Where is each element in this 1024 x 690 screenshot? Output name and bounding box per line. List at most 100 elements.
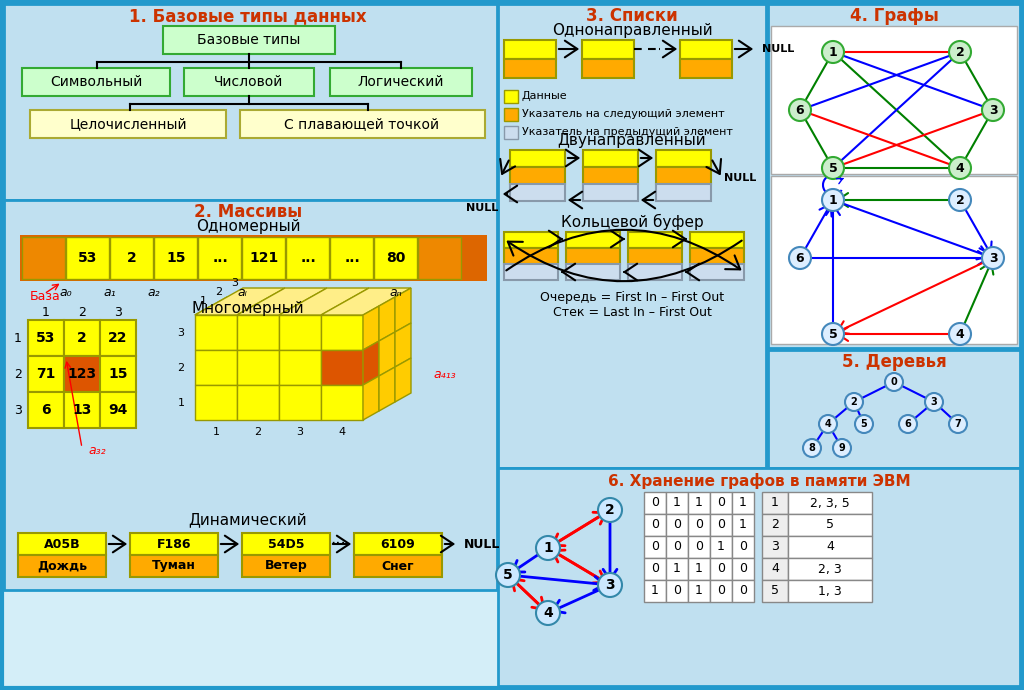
- Bar: [762, 536, 788, 558]
- Polygon shape: [321, 306, 379, 315]
- Polygon shape: [379, 297, 395, 341]
- Bar: [788, 514, 872, 536]
- Bar: [644, 514, 666, 536]
- Text: Указатель на следующий элемент: Указатель на следующий элемент: [522, 109, 725, 119]
- Bar: [582, 59, 634, 78]
- Text: 1: 1: [14, 331, 22, 344]
- Text: 5: 5: [826, 518, 834, 531]
- Circle shape: [833, 439, 851, 457]
- Polygon shape: [195, 306, 253, 315]
- Bar: [154, 237, 197, 279]
- Circle shape: [822, 157, 844, 179]
- Text: 1: 1: [739, 518, 746, 531]
- Bar: [18, 533, 106, 555]
- Text: 0: 0: [891, 377, 897, 387]
- Text: 1: 1: [673, 562, 681, 575]
- Text: ...: ...: [344, 251, 359, 265]
- Text: 2: 2: [215, 287, 222, 297]
- Bar: [504, 264, 558, 280]
- Bar: [690, 248, 744, 264]
- Bar: [504, 59, 556, 78]
- Bar: [110, 237, 153, 279]
- Polygon shape: [362, 376, 379, 420]
- Text: Логический: Логический: [357, 75, 444, 89]
- Text: 4: 4: [771, 562, 779, 575]
- Bar: [566, 248, 620, 264]
- Bar: [710, 492, 732, 514]
- Text: 2: 2: [177, 363, 184, 373]
- Bar: [510, 184, 565, 201]
- Text: Данные: Данные: [522, 91, 567, 101]
- Bar: [680, 59, 732, 78]
- Bar: [762, 514, 788, 536]
- Text: 5: 5: [771, 584, 779, 598]
- Text: 1: 1: [717, 540, 725, 553]
- Bar: [130, 555, 218, 577]
- Text: 1: 1: [651, 584, 658, 598]
- Bar: [690, 232, 744, 248]
- Bar: [504, 108, 518, 121]
- Text: 7: 7: [954, 419, 962, 429]
- Circle shape: [803, 439, 821, 457]
- Bar: [4, 4, 497, 200]
- Text: 1: 1: [177, 398, 184, 408]
- Bar: [130, 533, 218, 555]
- Circle shape: [819, 415, 837, 433]
- Bar: [100, 392, 136, 428]
- Polygon shape: [395, 323, 411, 367]
- Bar: [321, 315, 362, 350]
- Bar: [163, 26, 335, 54]
- Text: Двунаправленный: Двунаправленный: [558, 132, 707, 148]
- Text: 3: 3: [14, 404, 22, 417]
- Bar: [710, 580, 732, 602]
- Bar: [237, 385, 279, 420]
- Text: 0: 0: [717, 584, 725, 598]
- Bar: [666, 492, 688, 514]
- Text: aₙ: aₙ: [390, 286, 402, 299]
- Text: База: База: [30, 290, 60, 302]
- Text: 3: 3: [989, 251, 997, 264]
- Text: 0: 0: [651, 497, 659, 509]
- Text: 1: 1: [543, 541, 553, 555]
- Polygon shape: [362, 341, 379, 385]
- Circle shape: [925, 393, 943, 411]
- Text: 1: 1: [828, 46, 838, 59]
- Bar: [762, 492, 788, 514]
- Bar: [688, 536, 710, 558]
- Circle shape: [949, 415, 967, 433]
- Bar: [732, 514, 754, 536]
- Bar: [762, 580, 788, 602]
- Circle shape: [855, 415, 873, 433]
- Text: Дождь: Дождь: [37, 560, 87, 573]
- Bar: [63, 356, 100, 392]
- Bar: [195, 315, 237, 350]
- Text: Символьный: Символьный: [50, 75, 142, 89]
- Circle shape: [822, 323, 844, 345]
- Bar: [644, 580, 666, 602]
- Text: Туман: Туман: [152, 560, 196, 573]
- Text: 1: 1: [213, 427, 219, 437]
- Text: 3: 3: [989, 104, 997, 117]
- Bar: [504, 90, 518, 103]
- Text: 5. Деревья: 5. Деревья: [842, 353, 946, 371]
- Text: 3: 3: [605, 578, 614, 592]
- Text: Динамический: Динамический: [188, 513, 307, 527]
- Bar: [788, 558, 872, 580]
- Circle shape: [536, 536, 560, 560]
- Bar: [279, 315, 321, 350]
- Polygon shape: [237, 306, 295, 315]
- Text: 0: 0: [651, 562, 659, 575]
- Bar: [656, 184, 711, 201]
- Text: 6109: 6109: [381, 538, 416, 551]
- Text: a₂: a₂: [147, 286, 161, 299]
- Text: 3: 3: [177, 328, 184, 338]
- Polygon shape: [279, 306, 337, 315]
- Bar: [688, 580, 710, 602]
- Text: 2: 2: [955, 46, 965, 59]
- Text: Одномерный: Одномерный: [196, 219, 300, 233]
- Text: ...: ...: [212, 251, 228, 265]
- Bar: [286, 237, 329, 279]
- Bar: [644, 492, 666, 514]
- Text: 123: 123: [68, 367, 96, 381]
- Bar: [18, 555, 106, 577]
